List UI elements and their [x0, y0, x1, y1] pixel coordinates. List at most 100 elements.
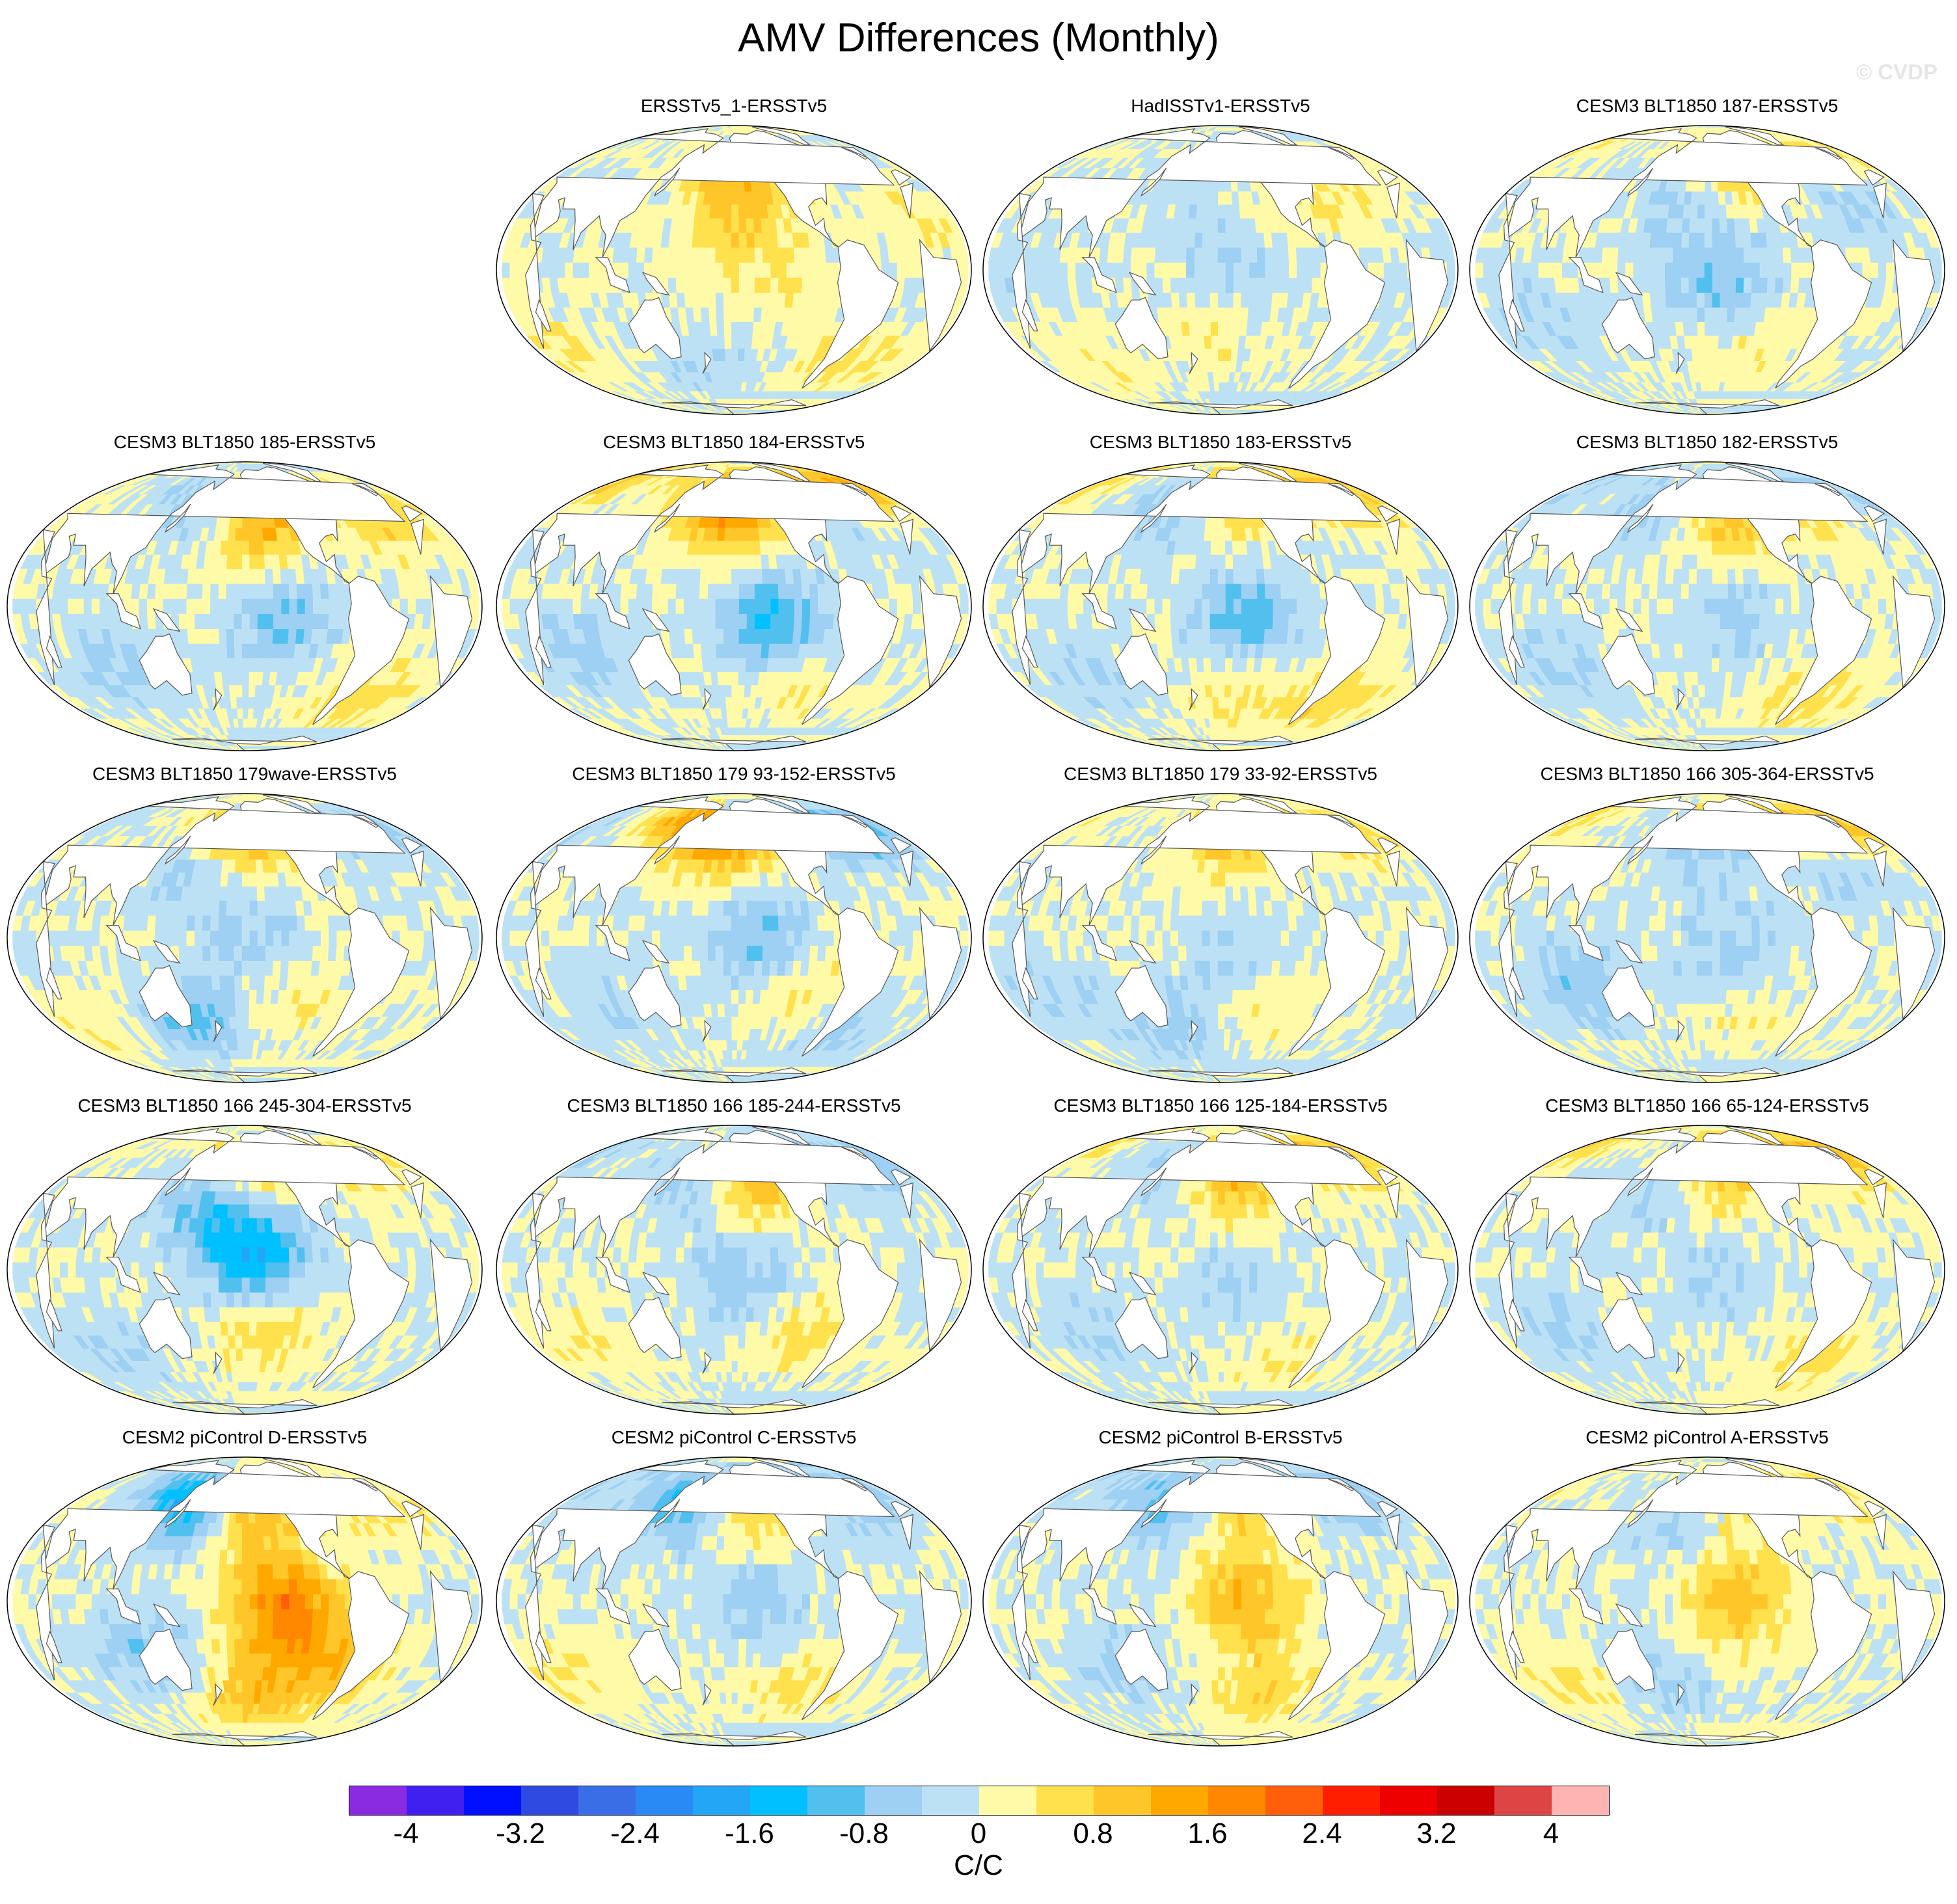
land-australia: [1601, 965, 1655, 1028]
map-border: [1469, 461, 1945, 751]
land-eurasia: [1019, 796, 1398, 926]
land-indonesia: [595, 1589, 630, 1625]
land-japan: [1140, 167, 1167, 197]
land-greenland: [752, 1126, 811, 1146]
land-australia: [139, 1628, 193, 1691]
map-border: [982, 1125, 1459, 1415]
land-indonesia: [105, 925, 141, 961]
panel-title: CESM3 BLT1850 179 33-92-ERSSTv5: [976, 762, 1465, 786]
map-border: [1469, 1125, 1945, 1415]
land-eurasia: [533, 796, 911, 926]
map-border: [7, 1125, 483, 1415]
land-uk: [352, 1147, 379, 1160]
map-border: [1469, 125, 1945, 415]
land-uk: [1328, 147, 1355, 160]
land-antarctica: [172, 1399, 317, 1414]
panel-title: CESM3 BLT1850 166 65-124-ERSSTv5: [1463, 1094, 1952, 1118]
land-africa: [525, 850, 962, 1020]
colorbar-tick-label: 2.4: [1270, 1817, 1374, 1851]
land-japan: [1140, 1167, 1167, 1197]
land-australia: [1601, 1296, 1655, 1360]
land-greenland: [752, 463, 811, 482]
land-new-zealand: [1675, 351, 1685, 374]
land-uk: [841, 1147, 869, 1160]
land-uk: [352, 1479, 379, 1492]
map-border: [496, 125, 972, 415]
colorbar-swatch: [922, 1786, 979, 1815]
land-madagascar: [1021, 1630, 1038, 1663]
land-madagascar: [46, 967, 62, 1000]
land-africa: [1498, 850, 1936, 1020]
sst-anomaly-field: [12, 462, 479, 751]
map-border: [496, 461, 972, 751]
colorbar-tick-label: 3.2: [1384, 1817, 1489, 1851]
figure-title: AMV Differences (Monthly): [0, 9, 1957, 68]
globe-map: [982, 793, 1459, 1083]
panel-title: CESM2 piControl B-ERSSTv5: [976, 1426, 1465, 1449]
land-indonesia: [1568, 257, 1604, 293]
colorbar-swatch: [1265, 1786, 1323, 1815]
globe-map: [982, 1456, 1459, 1747]
land-japan: [164, 835, 191, 865]
colorbar-swatch: [521, 1786, 578, 1815]
land-south-america: [1775, 1239, 1872, 1389]
land-australia: [628, 297, 682, 360]
land-new-guinea: [1615, 271, 1643, 296]
land-africa: [1498, 518, 1936, 688]
land-greenland: [1239, 126, 1298, 146]
colorbar-swatch: [1380, 1786, 1437, 1815]
land-madagascar: [46, 1630, 62, 1663]
land-indonesia: [105, 1589, 141, 1625]
land-new-zealand: [702, 351, 712, 374]
land-uk: [841, 483, 869, 496]
land-uk: [1815, 483, 1842, 496]
panel-title: CESM3 BLT1850 166 305-364-ERSSTv5: [1463, 762, 1952, 786]
land-antarctica: [1635, 399, 1780, 414]
land-greenland: [1725, 1458, 1785, 1477]
map-panel: ERSSTv5_1-ERSSTv5: [489, 94, 978, 433]
land-indonesia: [1081, 257, 1117, 293]
land-south-america: [312, 576, 410, 725]
land-new-guinea: [1128, 939, 1157, 964]
panel-title: CESM2 piControl D-ERSSTv5: [0, 1426, 489, 1449]
panel-title: CESM3 BLT1850 179wave-ERSSTv5: [0, 762, 489, 786]
land-madagascar: [1021, 635, 1038, 668]
globe-map: [1469, 1125, 1945, 1415]
panel-title: ERSSTv5_1-ERSSTv5: [489, 94, 978, 118]
panel-title: CESM3 BLT1850 185-ERSSTv5: [0, 431, 489, 454]
land-indonesia: [1081, 1257, 1117, 1293]
land-africa: [1498, 182, 1936, 352]
land-madagascar: [46, 635, 62, 668]
land-madagascar: [1021, 967, 1038, 1000]
land-eurasia: [44, 796, 422, 926]
globe-map: [982, 461, 1459, 751]
land-new-zealand: [213, 1351, 223, 1374]
panel-title: CESM3 BLT1850 182-ERSSTv5: [1463, 431, 1952, 454]
land-antarctica: [1635, 1067, 1780, 1082]
globe-map: [496, 461, 972, 751]
land-australia: [1601, 1628, 1655, 1691]
land-new-guinea: [1615, 1271, 1643, 1296]
land-australia: [628, 1296, 682, 1360]
land-antarctica: [662, 735, 807, 751]
land-antarctica: [662, 399, 807, 414]
colorbar-tick-label: 1.6: [1155, 1817, 1260, 1851]
land-antarctica: [172, 1730, 317, 1746]
colorbar-tick-label: 4: [1499, 1817, 1603, 1851]
land-madagascar: [1508, 635, 1525, 668]
globe-map: [1469, 461, 1945, 751]
land-indonesia: [105, 1257, 141, 1293]
land-indonesia: [595, 925, 630, 961]
map-panel: CESM3 BLT1850 179 33-92-ERSSTv5: [976, 762, 1465, 1101]
land-australia: [1601, 633, 1655, 696]
map-border: [982, 125, 1459, 415]
land-africa: [1012, 182, 1449, 352]
map-panel: CESM3 BLT1850 184-ERSSTv5: [489, 431, 978, 769]
map-panel: CESM3 BLT1850 185-ERSSTv5: [0, 431, 489, 769]
map-border: [7, 461, 483, 751]
land-new-guinea: [641, 271, 670, 296]
land-australia: [628, 1628, 682, 1691]
land-madagascar: [46, 1298, 62, 1332]
land-new-zealand: [213, 1019, 223, 1042]
colorbar-swatch: [807, 1786, 865, 1815]
